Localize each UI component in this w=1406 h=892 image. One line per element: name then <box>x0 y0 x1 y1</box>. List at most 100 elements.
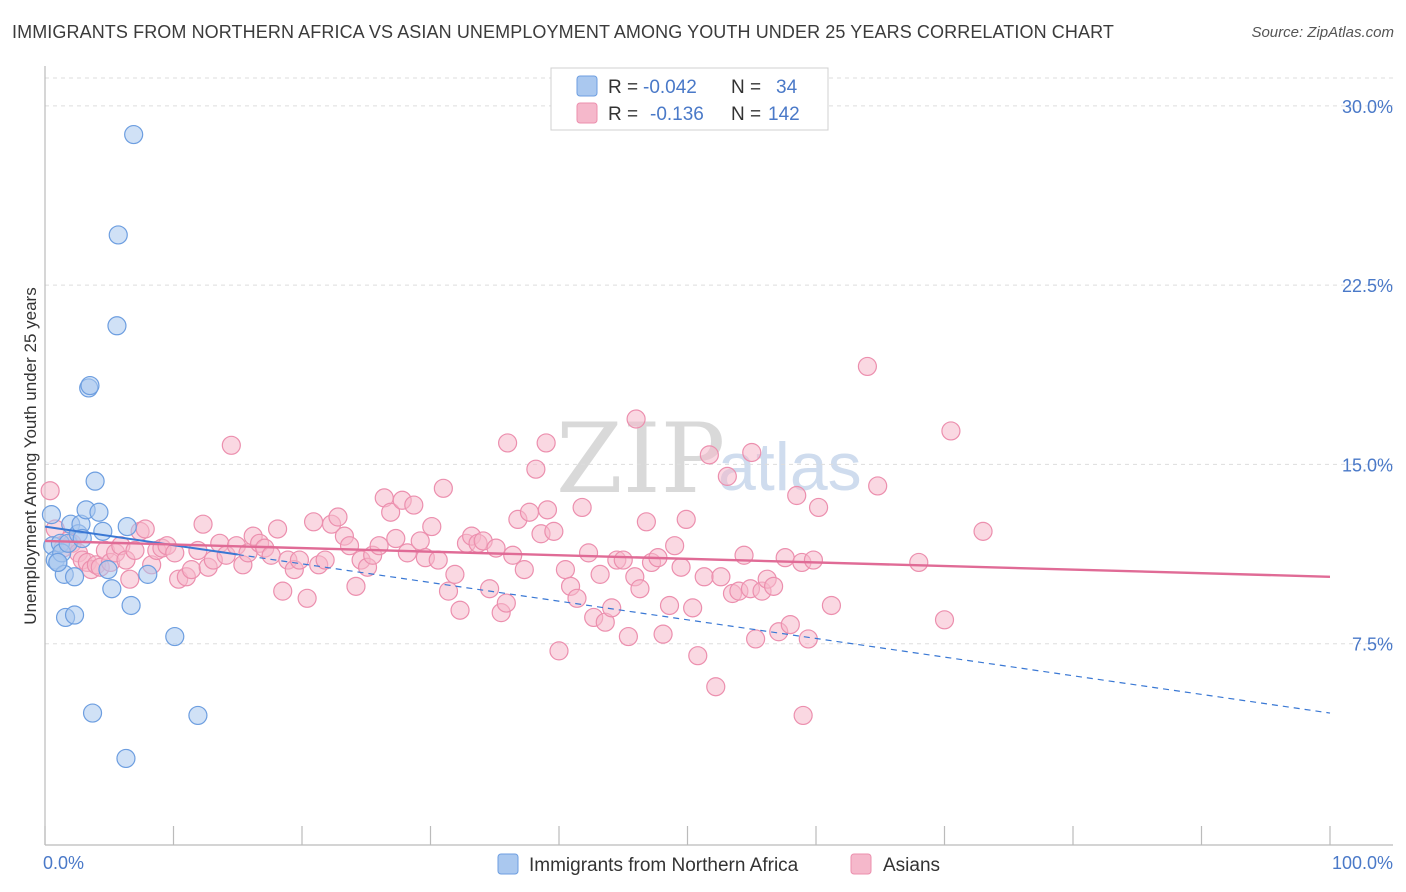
data-point-blue <box>93 521 113 541</box>
data-point-pink <box>626 409 646 429</box>
legend-n-label: N = <box>731 77 761 98</box>
data-point-pink <box>699 445 719 465</box>
data-point-pink <box>780 614 800 635</box>
x-tick-label: 0.0% <box>43 853 84 873</box>
data-point-pink <box>808 497 829 518</box>
y-tick-labels: 7.5% 15.0% 22.5% 30.0% <box>1342 97 1393 655</box>
data-point-pink <box>438 581 459 601</box>
data-point-pink <box>339 536 360 556</box>
data-point-pink <box>590 564 610 584</box>
data-point-pink <box>450 600 470 620</box>
data-point-pink <box>289 550 310 570</box>
data-point-pink <box>369 536 389 556</box>
data-point-blue <box>116 748 136 769</box>
data-point-pink <box>404 495 424 515</box>
legend-swatch-blue <box>576 75 598 97</box>
data-point-pink <box>261 545 281 565</box>
data-point-pink <box>303 512 324 532</box>
data-point-blue <box>89 502 109 522</box>
data-point-pink <box>934 610 955 630</box>
data-point-pink <box>688 646 708 666</box>
data-point-pink <box>346 576 366 596</box>
data-point-pink <box>567 588 587 608</box>
data-point-pink <box>422 516 442 537</box>
data-point-pink <box>803 550 824 570</box>
data-point-blue <box>98 560 118 580</box>
data-point-pink <box>480 579 500 599</box>
chart-title: IMMIGRANTS FROM NORTHERN AFRICA VS ASIAN… <box>12 22 1114 42</box>
data-point-pink <box>857 356 878 377</box>
data-point-pink <box>328 507 348 527</box>
data-point-pink <box>578 543 599 563</box>
data-point-pink <box>711 567 731 587</box>
data-point-pink <box>775 548 795 568</box>
data-point-pink <box>397 543 417 563</box>
data-point-blue <box>117 516 137 537</box>
data-point-pink <box>496 593 516 613</box>
data-point-pink <box>514 560 534 580</box>
trend-line-pink <box>44 539 1331 578</box>
data-point-pink <box>793 705 813 726</box>
data-point-blue <box>121 595 141 616</box>
data-point-pink <box>613 550 633 570</box>
data-point-pink <box>618 626 638 647</box>
data-point-pink <box>135 519 155 539</box>
data-point-pink <box>602 598 622 618</box>
y-tick-label: 15.0% <box>1342 455 1393 475</box>
data-point-pink <box>549 641 569 661</box>
legend: R = -0.042 N = 34 R = -0.136 N = 142 <box>550 67 829 131</box>
data-point-pink <box>706 677 726 697</box>
data-point-pink <box>763 576 784 596</box>
data-point-pink <box>40 481 60 501</box>
data-point-blue <box>82 703 103 723</box>
data-point-pink <box>519 502 540 522</box>
y-tick-label: 30.0% <box>1342 97 1393 117</box>
data-point-pink <box>536 433 556 453</box>
data-point-pink <box>659 595 680 616</box>
bottom-legend-swatch-pink <box>850 853 872 875</box>
data-point-pink <box>868 476 888 496</box>
trend-line-blue-dashed <box>237 553 1331 714</box>
data-point-pink <box>315 550 335 570</box>
data-point-pink <box>941 421 961 441</box>
bottom-legend-label: Immigrants from Northern Africa <box>529 855 799 876</box>
data-point-pink <box>297 588 317 608</box>
data-point-pink <box>386 528 406 549</box>
data-point-blue <box>138 564 158 584</box>
data-point-pink <box>125 540 145 561</box>
data-point-pink <box>181 560 202 580</box>
data-point-blue <box>48 552 68 573</box>
data-point-pink <box>555 560 576 580</box>
data-point-pink <box>694 567 714 587</box>
trend-lines <box>44 525 1331 714</box>
data-point-pink <box>273 581 293 601</box>
legend-n-value: 142 <box>768 104 800 125</box>
x-tick-labels: 0.0% 100.0% <box>43 853 1393 873</box>
legend-n-label: N = <box>731 104 761 125</box>
data-point-pink <box>428 550 448 570</box>
data-point-blue <box>165 626 185 647</box>
data-point-pink <box>742 442 762 463</box>
y-tick-label: 22.5% <box>1342 276 1393 296</box>
data-point-pink <box>636 512 656 532</box>
y-axis-label: Unemployment Among Youth under 25 years <box>21 287 40 624</box>
data-point-pink <box>433 478 453 498</box>
data-point-blue <box>80 375 100 396</box>
data-point-blue <box>107 316 127 336</box>
data-point-blue <box>85 471 105 491</box>
y-tick-label: 7.5% <box>1352 635 1393 655</box>
data-point-blue <box>64 605 85 625</box>
data-point-pink <box>665 536 685 556</box>
data-point-pink <box>544 521 564 541</box>
legend-swatch-pink <box>576 102 598 124</box>
data-point-pink <box>821 595 842 616</box>
chart-source: Source: ZipAtlas.com <box>1251 24 1394 41</box>
data-point-pink <box>746 629 766 649</box>
data-point-pink <box>267 519 288 539</box>
data-point-pink <box>572 497 592 518</box>
data-point-pink <box>787 485 807 506</box>
data-point-pink <box>909 552 929 573</box>
data-point-blue <box>188 705 208 726</box>
data-point-pink <box>526 459 546 479</box>
